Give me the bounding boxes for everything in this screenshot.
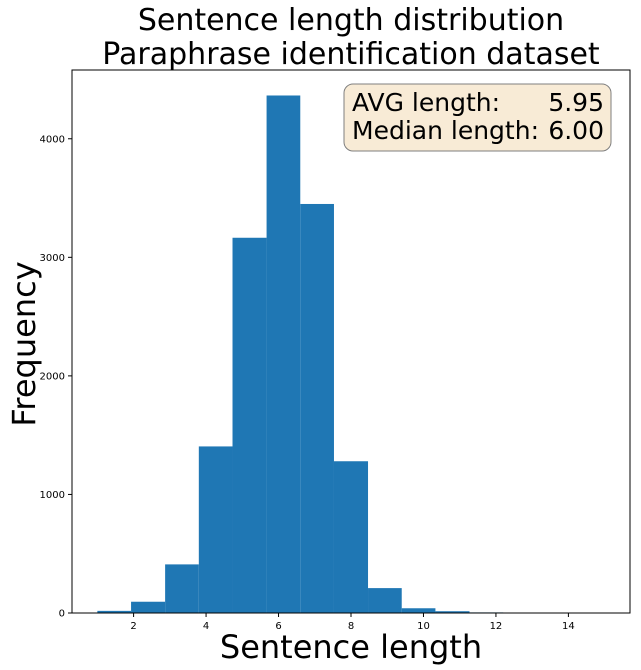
x-tick-label: 10 <box>417 621 430 632</box>
median-length-label: Median length: <box>352 116 539 145</box>
histogram-bar-10 <box>435 611 470 613</box>
y-tick-label: 4000 <box>40 134 65 145</box>
y-axis-ticks: 0 1000 2000 3000 4000 <box>40 134 72 620</box>
histogram-bar-5 <box>266 95 301 613</box>
x-axis-label: Sentence length <box>220 628 482 666</box>
histogram-bar-9 <box>401 608 436 613</box>
y-tick-label: 0 <box>59 609 65 620</box>
chart-title-line-1: Sentence length distribution <box>138 3 564 38</box>
x-tick-label: 6 <box>275 621 281 632</box>
x-tick-label: 2 <box>130 621 136 632</box>
y-tick-label: 3000 <box>40 253 65 264</box>
y-tick-label: 1000 <box>40 490 65 501</box>
histogram-bar-7 <box>333 461 369 613</box>
x-axis-ticks: 2 4 6 8 10 12 14 <box>130 613 575 632</box>
stats-box <box>343 83 612 152</box>
x-tick-label: 4 <box>203 621 209 632</box>
chart-title-line-2: Paraphrase identification dataset <box>102 37 600 72</box>
histogram-bar-3 <box>198 446 233 613</box>
median-length-value: 6.00 <box>548 116 604 145</box>
x-tick-label: 8 <box>348 621 354 632</box>
histogram-bar-1 <box>131 601 166 613</box>
histogram-bar-8 <box>368 588 402 613</box>
x-tick-label: 12 <box>490 621 503 632</box>
histogram-bar-6 <box>300 203 334 613</box>
histogram-bar-0 <box>97 610 132 613</box>
histogram-bar-2 <box>165 564 199 613</box>
histogram-bar-4 <box>232 237 267 613</box>
y-tick-label: 2000 <box>40 371 65 382</box>
y-axis-label: Frequency <box>5 261 43 426</box>
x-tick-label: 14 <box>562 621 575 632</box>
stats-annotation: AVG length: 5.95 Median length: 6.00 <box>343 83 612 152</box>
avg-length-label: AVG length: <box>352 88 500 117</box>
avg-length-value: 5.95 <box>548 88 604 117</box>
histogram-bars <box>97 95 605 613</box>
